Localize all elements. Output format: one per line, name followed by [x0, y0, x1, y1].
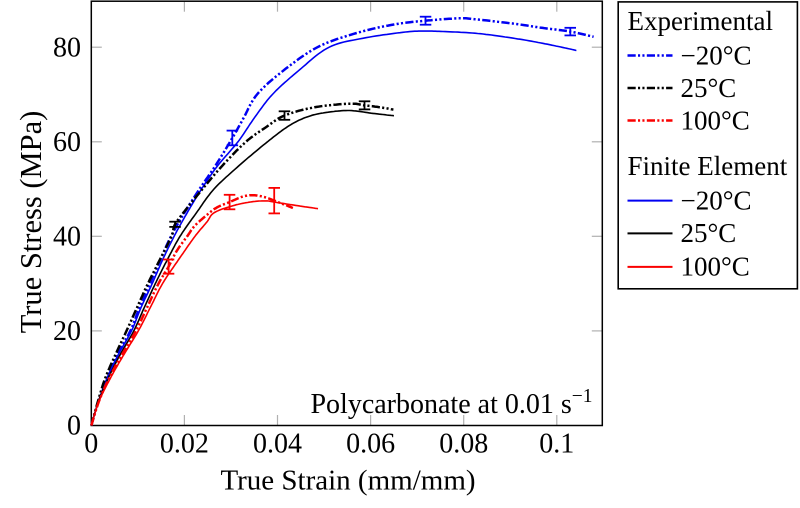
svg-text:0.1: 0.1: [539, 429, 574, 460]
svg-text:Experimental: Experimental: [628, 6, 773, 36]
svg-text:−20°C: −20°C: [681, 185, 752, 215]
svg-text:80: 80: [53, 32, 81, 63]
svg-text:100°C: 100°C: [681, 252, 750, 282]
svg-text:0: 0: [67, 411, 81, 442]
svg-text:0.06: 0.06: [346, 429, 395, 460]
svg-text:Finite Element: Finite Element: [628, 151, 788, 181]
svg-text:0.04: 0.04: [253, 429, 302, 460]
svg-text:100°C: 100°C: [681, 105, 750, 135]
svg-text:20: 20: [53, 316, 81, 347]
svg-text:0: 0: [84, 429, 98, 460]
svg-text:60: 60: [53, 127, 81, 158]
svg-text:−20°C: −20°C: [681, 40, 752, 70]
svg-text:40: 40: [53, 222, 81, 253]
svg-text:25°C: 25°C: [681, 218, 737, 248]
svg-text:Polycarbonate at 0.01 s−1: Polycarbonate at 0.01 s−1: [310, 386, 592, 420]
svg-text:0.02: 0.02: [160, 429, 209, 460]
svg-text:True Strain (mm/mm): True Strain (mm/mm): [220, 465, 475, 497]
svg-text:25°C: 25°C: [681, 73, 737, 103]
svg-text:True Stress (MPa): True Stress (MPa): [14, 111, 48, 334]
svg-text:0.08: 0.08: [439, 429, 488, 460]
